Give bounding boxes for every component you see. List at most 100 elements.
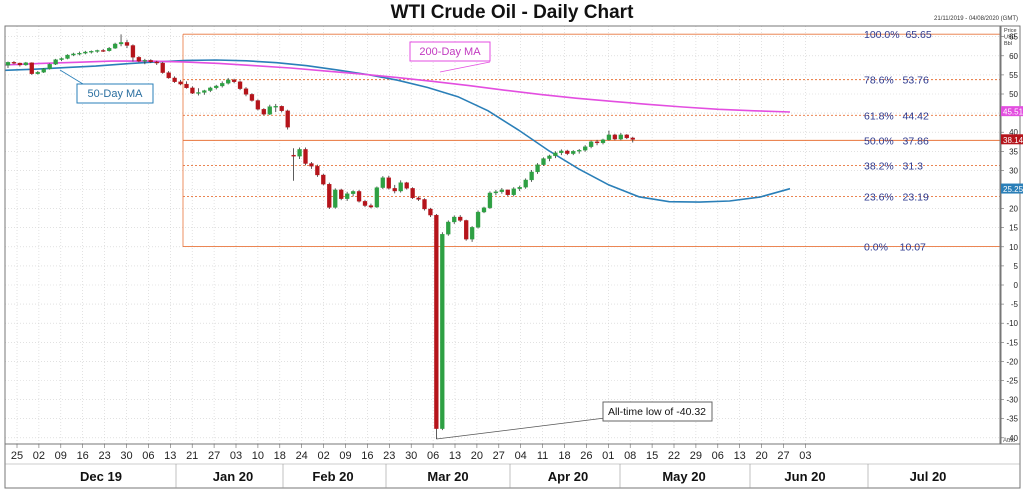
y-tick-label: -30 [1006, 396, 1018, 405]
axis-auto-label: Auto [1003, 438, 1016, 444]
y-tick-label: -20 [1006, 357, 1018, 366]
candle-body [452, 216, 457, 223]
x-month-label: Mar 20 [427, 469, 468, 484]
candle-body [571, 151, 576, 154]
candle-body [499, 189, 505, 192]
ma50-callout-box [76, 83, 154, 104]
ma200-callout-leader [439, 61, 491, 73]
candle-body [368, 205, 374, 208]
y-tick-label: 5 [1014, 262, 1019, 271]
candle-body [434, 214, 439, 429]
x-axis-frame [4, 443, 1021, 489]
y-tick-label: -15 [1006, 338, 1018, 347]
candle-body [220, 83, 225, 87]
axes: 65605550454035302520151050-5-10-15-20-25… [4, 25, 1024, 489]
candle-body [511, 188, 516, 195]
ma200-callout-label: 200-Day MA [419, 46, 481, 58]
candle-body [315, 166, 320, 176]
candle-body [261, 109, 267, 115]
low-callout-label: All-time low of -40.32 [608, 406, 706, 418]
ma50-last-tag [1001, 183, 1023, 194]
y-axis-header: USD [1004, 35, 1016, 41]
ma50-callout-leader [59, 69, 84, 85]
x-tick-label: 13 [734, 450, 746, 462]
y-tick-label: 0 [1014, 281, 1019, 290]
candle-body [35, 72, 40, 74]
candle-body [136, 57, 142, 62]
candle-body [612, 134, 618, 140]
gridlines [5, 26, 1000, 444]
candle-body [190, 87, 195, 94]
x-tick-label: 25 [11, 450, 23, 462]
candle-body [202, 90, 207, 93]
x-tick-label: 13 [449, 450, 461, 462]
candle-body [65, 54, 70, 59]
candle-body [178, 81, 183, 85]
candle-body [47, 64, 52, 69]
x-tick-label: 16 [361, 450, 373, 462]
y-tick-label: 30 [1009, 166, 1018, 175]
x-tick-label: 30 [405, 450, 417, 462]
candle-body [588, 141, 594, 147]
candle-body [124, 42, 130, 46]
low-callout-box [602, 401, 713, 422]
ma200-callout-box [409, 41, 491, 62]
candle-body [225, 79, 231, 84]
x-tick-label: 18 [274, 450, 286, 462]
x-tick-label: 02 [317, 450, 329, 462]
y-tick-label: 40 [1009, 128, 1018, 137]
fib-label: 0.0% 10.07 [864, 242, 926, 254]
candle-body [5, 62, 11, 66]
x-tick-label: 27 [777, 450, 789, 462]
x-tick-label: 09 [339, 450, 351, 462]
x-tick-label: 09 [55, 450, 67, 462]
candle-body [59, 58, 64, 60]
candle-body [285, 110, 290, 128]
fib-label: 23.6% 23.19 [864, 191, 929, 203]
x-tick-label: 15 [646, 450, 658, 462]
candle-body [267, 106, 272, 115]
candlesticks [5, 34, 635, 439]
candle-body [243, 88, 249, 95]
y-tick-label: -35 [1006, 415, 1018, 424]
fibonacci-levels: 100.0% 65.65 78.6% 53.76 61.8% 44.42 50.0% … [182, 29, 1000, 254]
candle-body [112, 43, 118, 49]
candle-body [95, 50, 100, 52]
candle-body [362, 201, 368, 206]
x-tick-label: 01 [602, 450, 614, 462]
y-tick-label: 60 [1009, 52, 1018, 61]
x-tick-label: 29 [690, 450, 702, 462]
x-month-label: Dec 19 [80, 469, 122, 484]
ma50-line [4, 59, 791, 203]
candle-body [505, 189, 510, 195]
x-tick-label: 20 [471, 450, 483, 462]
candle-body [463, 220, 469, 240]
candle-body [231, 79, 237, 82]
date-range-label: 21/11/2019 - 04/08/2020 (GMT) [934, 16, 1018, 22]
candle-body [547, 155, 552, 159]
x-tick-label: 18 [558, 450, 570, 462]
fib-label: 50.0% 37.86 [864, 135, 929, 147]
ma200-last-tag [1001, 106, 1023, 117]
candle-body [356, 191, 362, 202]
x-tick-label: 08 [624, 450, 636, 462]
ma200-last-tag-label: 45.51 [1003, 108, 1024, 117]
candle-body [541, 158, 546, 165]
x-tick-label: 02 [33, 450, 45, 462]
x-tick-label: 03 [799, 450, 811, 462]
candle-body [416, 197, 421, 200]
candle-body [321, 174, 326, 185]
candle-body [487, 192, 493, 208]
candle-body [29, 62, 34, 74]
candle-body [565, 150, 570, 154]
candle-body [559, 150, 564, 153]
x-tick-label: 24 [296, 450, 308, 462]
x-month-label: Apr 20 [548, 469, 588, 484]
candle-body [291, 154, 296, 157]
candle-body [142, 60, 148, 62]
candle-body [89, 51, 94, 53]
fib-label: 38.2% 31.3 [864, 160, 923, 172]
candle-body [333, 189, 338, 208]
y-tick-label: 55 [1009, 71, 1018, 80]
